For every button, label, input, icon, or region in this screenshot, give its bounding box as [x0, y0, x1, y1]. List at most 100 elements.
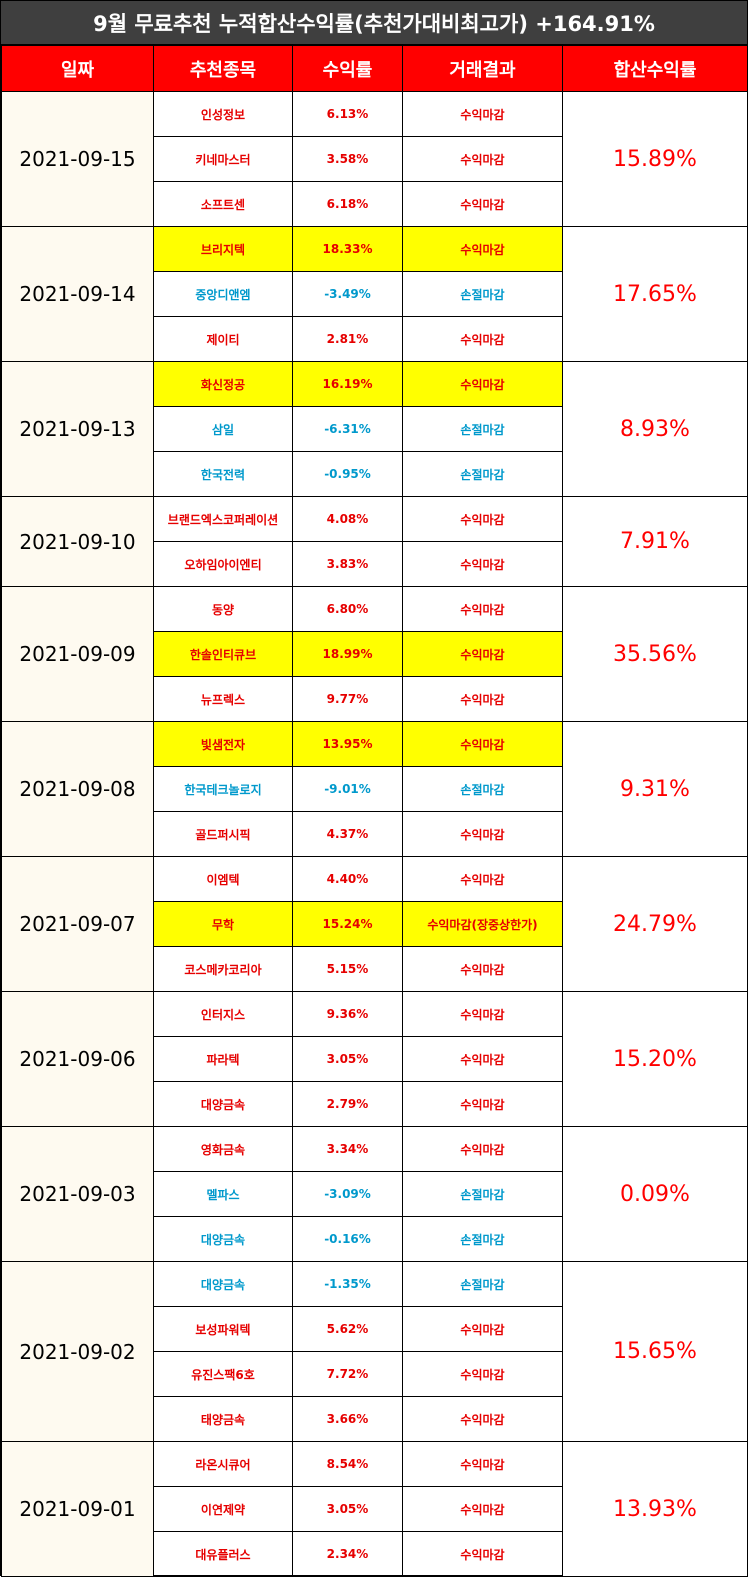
page-title: 9월 무료추천 누적합산수익률(추천가대비최고가) +164.91%: [1, 1, 747, 45]
stock-cell: 이엠텍: [153, 856, 293, 902]
date-cell: 2021-09-10: [1, 496, 154, 587]
return-cell: 9.77%: [292, 676, 403, 722]
result-cell: 수익마감: [402, 1036, 563, 1082]
result-cell: 수익마감: [402, 361, 563, 407]
table-row: 오하임아이엔티 3.83% 수익마감: [2, 541, 748, 587]
stock-cell: 골드퍼시픽: [153, 811, 293, 857]
result-cell: 손절마감: [402, 406, 563, 452]
return-cell: -0.95%: [292, 451, 403, 497]
result-cell: 수익마감: [402, 676, 563, 722]
header-result: 거래결과: [402, 45, 563, 92]
return-cell: 8.54%: [292, 1441, 403, 1487]
stock-cell: 한국테크놀로지: [153, 766, 293, 812]
table-row: 대양금속 2.79% 수익마감: [2, 1081, 748, 1127]
header-total: 합산수익률: [562, 45, 748, 92]
stock-cell: 무학: [153, 901, 293, 947]
result-cell: 수익마감: [402, 1126, 563, 1172]
stock-cell: 이연제약: [153, 1486, 293, 1532]
stock-cell: 코스메카코리아: [153, 946, 293, 992]
return-cell: 2.79%: [292, 1081, 403, 1127]
header-stock: 추천종목: [153, 45, 293, 92]
return-cell: -3.09%: [292, 1171, 403, 1217]
result-cell: 수익마감: [402, 1531, 563, 1577]
return-cell: 2.81%: [292, 316, 403, 362]
result-cell: 수익마감: [402, 856, 563, 902]
table-row: 유진스팩6호 7.72% 수익마감: [2, 1351, 748, 1397]
stock-cell: 태양금속: [153, 1396, 293, 1442]
result-cell: 수익마감: [402, 811, 563, 857]
return-cell: 18.33%: [292, 226, 403, 272]
table-row: 무학 15.24% 수익마감(장중상한가): [2, 901, 748, 947]
table-row: 2021-09-02 대양금속 -1.35% 손절마감 15.65%: [1, 1261, 748, 1442]
total-return-cell: 7.91%: [562, 496, 748, 587]
table-row: 한국전력 -0.95% 손절마감: [2, 451, 748, 497]
table-row: 소프트센 6.18% 수익마감: [2, 181, 748, 227]
result-cell: 수익마감: [402, 136, 563, 182]
stock-cell: 중앙디앤엠: [153, 271, 293, 317]
table-row: 2021-09-14 브리지텍 18.33% 수익마감 17.65%: [1, 226, 748, 362]
return-cell: 13.95%: [292, 721, 403, 767]
result-cell: 수익마감: [402, 1306, 563, 1352]
total-return-cell: 35.56%: [562, 586, 748, 722]
total-return-cell: 8.93%: [562, 361, 748, 497]
table-row: 멜파스 -3.09% 손절마감: [2, 1171, 748, 1217]
stock-cell: 한국전력: [153, 451, 293, 497]
date-cell: 2021-09-08: [1, 721, 154, 857]
stock-cell: 삼일: [153, 406, 293, 452]
stock-cell: 인터지스: [153, 991, 293, 1037]
date-cell: 2021-09-15: [1, 91, 154, 227]
total-return-cell: 9.31%: [562, 721, 748, 857]
result-cell: 수익마감: [402, 1351, 563, 1397]
total-return-cell: 17.65%: [562, 226, 748, 362]
table-row: 제이티 2.81% 수익마감: [2, 316, 748, 362]
date-cell: 2021-09-07: [1, 856, 154, 992]
table-row: 2021-09-10 브랜드엑스코퍼레이션 4.08% 수익마감 7.91%: [1, 496, 748, 587]
date-cell: 2021-09-06: [1, 991, 154, 1127]
return-cell: 3.58%: [292, 136, 403, 182]
return-cell: 4.37%: [292, 811, 403, 857]
stock-cell: 인성정보: [153, 91, 293, 137]
return-cell: 5.15%: [292, 946, 403, 992]
header-return: 수익률: [292, 45, 403, 92]
result-cell: 수익마감: [402, 1081, 563, 1127]
result-cell: 수익마감: [402, 1486, 563, 1532]
result-cell: 손절마감: [402, 1261, 563, 1307]
stock-cell: 화신정공: [153, 361, 293, 407]
return-cell: 6.80%: [292, 586, 403, 632]
table-row: 뉴프렉스 9.77% 수익마감: [2, 676, 748, 722]
date-cell: 2021-09-14: [1, 226, 154, 362]
return-cell: 3.05%: [292, 1486, 403, 1532]
total-return-cell: 24.79%: [562, 856, 748, 992]
stock-cell: 브리지텍: [153, 226, 293, 272]
stock-cell: 소프트센: [153, 181, 293, 227]
date-cell: 2021-09-13: [1, 361, 154, 497]
table-row: 2021-09-03 영화금속 3.34% 수익마감 0.09%: [1, 1126, 748, 1262]
table-row: 키네마스터 3.58% 수익마감: [2, 136, 748, 182]
stock-cell: 멜파스: [153, 1171, 293, 1217]
table-row: 2021-09-13 화신정공 16.19% 수익마감 8.93%: [1, 361, 748, 497]
return-cell: 4.08%: [292, 496, 403, 542]
stock-cell: 키네마스터: [153, 136, 293, 182]
table-row: 태양금속 3.66% 수익마감: [2, 1396, 748, 1442]
result-cell: 수익마감: [402, 91, 563, 137]
result-cell: 수익마감: [402, 226, 563, 272]
result-cell: 수익마감: [402, 496, 563, 542]
stock-cell: 동양: [153, 586, 293, 632]
date-cell: 2021-09-02: [1, 1261, 154, 1442]
result-cell: 수익마감: [402, 586, 563, 632]
result-cell: 수익마감: [402, 631, 563, 677]
return-cell: 3.83%: [292, 541, 403, 587]
stock-cell: 파라텍: [153, 1036, 293, 1082]
table-row: 2021-09-09 동양 6.80% 수익마감 35.56%: [1, 586, 748, 722]
total-return-cell: 15.89%: [562, 91, 748, 227]
result-cell: 손절마감: [402, 451, 563, 497]
result-cell: 수익마감: [402, 181, 563, 227]
result-cell: 수익마감: [402, 721, 563, 767]
return-cell: 16.19%: [292, 361, 403, 407]
stock-cell: 제이티: [153, 316, 293, 362]
header-row: 일짜 추천종목 수익률 거래결과 합산수익률: [1, 45, 748, 92]
return-cell: -0.16%: [292, 1216, 403, 1262]
return-cell: 4.40%: [292, 856, 403, 902]
stock-cell: 브랜드엑스코퍼레이션: [153, 496, 293, 542]
